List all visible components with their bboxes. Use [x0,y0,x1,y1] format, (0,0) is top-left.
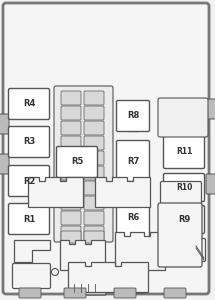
FancyBboxPatch shape [61,166,81,180]
PathPatch shape [14,240,50,262]
FancyBboxPatch shape [84,136,104,150]
FancyBboxPatch shape [164,288,186,298]
FancyBboxPatch shape [117,140,149,182]
PathPatch shape [118,101,147,130]
Text: R9: R9 [178,215,190,224]
PathPatch shape [28,177,83,207]
FancyBboxPatch shape [158,98,208,137]
FancyBboxPatch shape [124,283,146,293]
Text: R5: R5 [71,158,83,166]
FancyBboxPatch shape [9,203,49,235]
FancyBboxPatch shape [163,206,204,233]
Text: R8: R8 [127,112,139,121]
FancyBboxPatch shape [0,114,9,134]
FancyBboxPatch shape [61,136,81,150]
Bar [128,197,138,237]
Bar [122,201,144,233]
FancyBboxPatch shape [9,88,49,119]
FancyBboxPatch shape [54,86,113,242]
FancyBboxPatch shape [19,288,41,298]
FancyBboxPatch shape [84,226,104,240]
FancyBboxPatch shape [9,127,49,158]
FancyBboxPatch shape [84,91,104,105]
FancyBboxPatch shape [61,91,81,105]
PathPatch shape [68,262,148,292]
FancyBboxPatch shape [61,151,81,165]
FancyBboxPatch shape [84,196,104,210]
FancyBboxPatch shape [84,241,104,255]
Bar [128,101,138,130]
FancyBboxPatch shape [84,106,104,120]
Text: R10: R10 [176,183,192,192]
FancyBboxPatch shape [84,151,104,165]
PathPatch shape [60,240,105,270]
FancyBboxPatch shape [61,241,81,255]
FancyBboxPatch shape [117,100,149,131]
FancyBboxPatch shape [64,288,86,298]
FancyBboxPatch shape [61,106,81,120]
FancyBboxPatch shape [3,3,209,294]
PathPatch shape [118,141,148,181]
Text: R4: R4 [23,100,35,109]
FancyBboxPatch shape [206,174,215,194]
FancyBboxPatch shape [84,231,104,243]
FancyBboxPatch shape [206,99,215,119]
FancyBboxPatch shape [12,263,51,289]
FancyBboxPatch shape [9,166,49,197]
FancyBboxPatch shape [158,203,202,267]
FancyBboxPatch shape [69,281,106,295]
FancyBboxPatch shape [61,211,81,225]
Bar [122,105,144,127]
Bar [128,141,138,181]
FancyBboxPatch shape [117,196,149,238]
FancyBboxPatch shape [57,146,97,178]
FancyBboxPatch shape [114,288,136,298]
FancyBboxPatch shape [84,166,104,180]
FancyBboxPatch shape [61,181,81,195]
FancyBboxPatch shape [163,173,204,202]
Text: R3: R3 [23,137,35,146]
Text: R7: R7 [127,157,139,166]
FancyBboxPatch shape [84,211,104,225]
FancyBboxPatch shape [61,226,81,240]
PathPatch shape [95,177,150,207]
FancyBboxPatch shape [61,196,81,210]
FancyBboxPatch shape [61,121,81,135]
PathPatch shape [115,232,165,270]
FancyBboxPatch shape [84,121,104,135]
Bar [122,145,144,177]
Text: R6: R6 [127,212,139,221]
FancyBboxPatch shape [163,134,204,169]
FancyBboxPatch shape [84,181,104,195]
FancyBboxPatch shape [161,182,201,205]
FancyBboxPatch shape [175,238,206,262]
Text: R2: R2 [23,176,35,185]
PathPatch shape [118,197,148,237]
Text: R11: R11 [176,146,192,155]
FancyBboxPatch shape [61,231,81,243]
FancyBboxPatch shape [0,154,9,174]
Text: R1: R1 [23,214,35,224]
